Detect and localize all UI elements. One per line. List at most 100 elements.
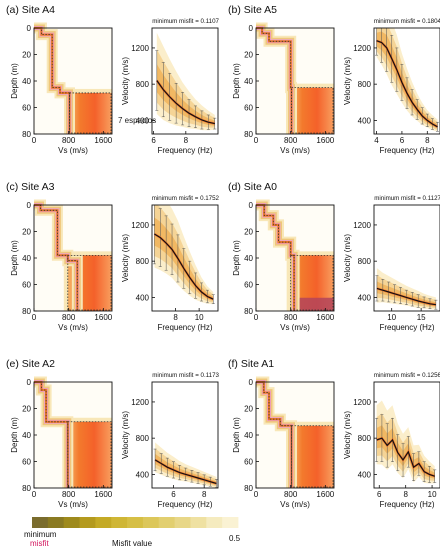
colorbar-swatch — [47, 517, 65, 528]
depth-ytick-label: 40 — [22, 254, 31, 263]
depth-ytick-label: 80 — [244, 130, 253, 139]
halfspace-best-fit — [69, 92, 112, 134]
freq-xtick-label: 8 — [202, 490, 207, 499]
depth-ytick-label: 60 — [22, 104, 31, 113]
dispersion-data — [375, 400, 437, 484]
dispersion-plot: 10 15 400 800 1200 Frequency (Hz) Velocity (m/… — [343, 204, 440, 332]
dispersion-data — [153, 442, 218, 488]
colorbar-min-label-2: misfit — [30, 539, 49, 548]
vs-xtick-label: 1600 — [94, 490, 112, 499]
velocity-ytick-label: 1200 — [131, 221, 149, 230]
velocity-ytick-label: 1200 — [131, 44, 149, 53]
freq-xaxis-title: Frequency (Hz) — [157, 500, 212, 509]
panel-annotation: 7 espacios — [118, 116, 156, 125]
colorbar-swatch — [222, 517, 239, 528]
colorbar-swatch — [95, 517, 112, 528]
dispersion-plot: 8 10 400 800 1200 Frequency (Hz) Velocity (m/s… — [121, 204, 219, 332]
dispersion-plot: 6 8 10 400 800 1200 Frequency (Hz) Velocity (m/… — [343, 381, 440, 509]
velocity-yaxis-title: Velocity (m/s) — [343, 234, 352, 282]
profile-best-fit — [256, 381, 292, 488]
vs-xtick-label: 0 — [32, 313, 37, 322]
freq-xtick-label: 8 — [403, 490, 408, 499]
misfit-label: minimum misfit = 0.1752 — [152, 195, 220, 202]
depth-ytick-label: 20 — [22, 405, 31, 414]
dispersion-plot-frame — [151, 381, 219, 489]
velocity-ytick-label: 800 — [358, 80, 372, 89]
dispersion-best-fit-curve — [376, 287, 436, 306]
vs-profile-plot: 0 800 1600 0 20 40 60 80 Vs (m/s) Depth (m) — [10, 22, 113, 155]
halfspace-deep-layer — [290, 297, 334, 311]
freq-xtick-label: 6 — [171, 490, 176, 499]
profile-best-fit — [34, 27, 70, 134]
vs-xtick-label: 800 — [62, 313, 76, 322]
halfspace-block — [291, 425, 334, 488]
halfspace-best-fit — [290, 254, 334, 311]
panel-title: (a) Site A4 — [6, 4, 55, 16]
freq-xtick-label: 10 — [428, 490, 437, 499]
velocity-ytick-label: 800 — [358, 434, 372, 443]
depth-ytick-label: 20 — [244, 51, 253, 60]
vs-xaxis-title: Vs (m/s) — [280, 146, 310, 155]
dispersion-plot: 6 8 400 800 1200 Frequency (Hz) Velocity (m/s) — [121, 381, 219, 509]
halfspace-block — [291, 87, 334, 134]
vs-xaxis-title: Vs (m/s) — [58, 323, 88, 332]
dispersion-data — [375, 28, 439, 132]
depth-ytick-label: 60 — [244, 281, 253, 290]
colorbar-swatch — [158, 517, 176, 528]
depth-ytick-label: 0 — [249, 24, 254, 33]
velocity-yaxis-title: Velocity (m/s) — [121, 57, 130, 105]
misfit-label: minimum misfit = 0.1256 — [374, 372, 440, 379]
velocity-ytick-label: 800 — [136, 80, 150, 89]
halfspace-block — [67, 421, 112, 488]
velocity-yaxis-title: Velocity (m/s) — [343, 411, 352, 459]
halfspace-best-fit — [67, 421, 112, 488]
profile-best-fit — [256, 204, 295, 311]
freq-xtick-label: 6 — [400, 136, 405, 145]
freq-xtick-label: 6 — [151, 136, 156, 145]
depth-yaxis-title: Depth (m) — [232, 240, 241, 276]
vs-xtick-label: 1600 — [316, 313, 334, 322]
panel-title: (c) Site A3 — [6, 181, 55, 193]
vs-profile-plot: 0 800 1600 0 20 40 60 80 Vs (m/s) Depth (m) — [10, 376, 113, 509]
freq-xaxis-title: Frequency (Hz) — [157, 323, 212, 332]
vs-xaxis-title: Vs (m/s) — [58, 146, 88, 155]
misfit-label: minimum misfit = 0.1127 — [374, 195, 440, 202]
colorbar-min-label-1: minimum — [24, 530, 57, 539]
halfspace-best-fit — [291, 87, 334, 134]
freq-xtick-label: 15 — [417, 313, 426, 322]
dispersion-data — [375, 268, 438, 310]
vs-xtick-label: 0 — [254, 490, 259, 499]
colorbar-swatch — [142, 517, 160, 528]
vs-profile-plot: 0 800 1600 0 20 40 60 80 Vs (m/s) Depth (m) — [232, 376, 335, 509]
freq-xaxis-title: Frequency (Hz) — [157, 146, 212, 155]
colorbar-title: Misfit value — [112, 539, 153, 548]
freq-xaxis-title: Frequency (Hz) — [379, 146, 434, 155]
depth-ytick-label: 60 — [22, 281, 31, 290]
depth-ytick-label: 0 — [249, 201, 254, 210]
velocity-ytick-label: 800 — [136, 434, 150, 443]
dispersion-best-fit-curve — [154, 233, 214, 300]
depth-ytick-label: 20 — [244, 405, 253, 414]
depth-ytick-label: 40 — [22, 77, 31, 86]
dispersion-mid-band — [156, 49, 215, 128]
panel-title: (f) Site A1 — [228, 358, 274, 370]
depth-yaxis-title: Depth (m) — [10, 240, 19, 276]
dispersion-plot: 6 8 400 800 1200 Frequency (Hz) Velocity (m/s) — [121, 27, 219, 155]
depth-ytick-label: 80 — [22, 484, 31, 493]
freq-xtick-label: 10 — [387, 313, 396, 322]
halfspace-best-fit — [291, 425, 334, 488]
colorbar-max-label: 0.5 — [229, 534, 241, 543]
depth-ytick-label: 20 — [22, 228, 31, 237]
velocity-ytick-label: 400 — [136, 293, 150, 302]
velocity-ytick-label: 400 — [358, 116, 372, 125]
depth-ytick-label: 40 — [244, 254, 253, 263]
depth-yaxis-title: Depth (m) — [10, 417, 19, 453]
dispersion-plot-frame — [151, 27, 219, 135]
dispersion-plot-frame — [151, 204, 219, 312]
misfit-label: minimum misfit = 0.1804 — [374, 18, 440, 25]
